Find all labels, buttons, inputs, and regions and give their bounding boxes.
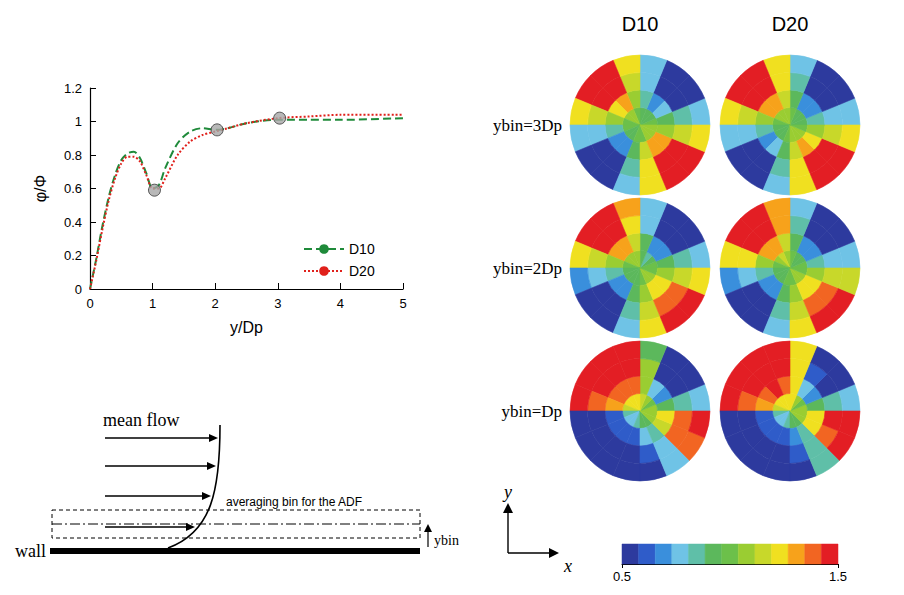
- svg-text:D10: D10: [349, 241, 375, 257]
- svg-text:y: y: [502, 482, 512, 502]
- svg-text:0: 0: [75, 282, 82, 297]
- svg-text:mean flow: mean flow: [103, 410, 179, 430]
- svg-text:1.2: 1.2: [64, 81, 82, 96]
- svg-text:averaging bin for the ADF: averaging bin for the ADF: [226, 495, 362, 509]
- svg-text:1: 1: [149, 296, 156, 311]
- svg-text:φ/Φ: φ/Φ: [32, 175, 49, 203]
- svg-text:0.6: 0.6: [64, 181, 82, 196]
- svg-text:wall: wall: [15, 541, 46, 561]
- svg-text:D20: D20: [349, 263, 375, 279]
- svg-text:ybin=2Dp: ybin=2Dp: [493, 259, 562, 278]
- svg-text:x: x: [563, 556, 572, 576]
- svg-text:y/Dp: y/Dp: [230, 319, 263, 336]
- svg-text:D20: D20: [772, 13, 809, 35]
- svg-text:3: 3: [274, 296, 281, 311]
- svg-text:ybin=3Dp: ybin=3Dp: [493, 116, 562, 135]
- svg-text:2: 2: [212, 296, 219, 311]
- svg-text:0.5: 0.5: [613, 569, 631, 584]
- svg-text:4: 4: [337, 296, 344, 311]
- svg-text:ybin=Dp: ybin=Dp: [501, 402, 562, 421]
- svg-text:1.5: 1.5: [829, 569, 847, 584]
- svg-text:1: 1: [75, 114, 82, 129]
- svg-text:D10: D10: [622, 13, 659, 35]
- svg-text:0.8: 0.8: [64, 148, 82, 163]
- svg-text:0: 0: [86, 296, 93, 311]
- svg-text:0.4: 0.4: [64, 215, 82, 230]
- svg-text:0.2: 0.2: [64, 248, 82, 263]
- svg-text:5: 5: [399, 296, 406, 311]
- svg-text:ybin: ybin: [434, 533, 459, 548]
